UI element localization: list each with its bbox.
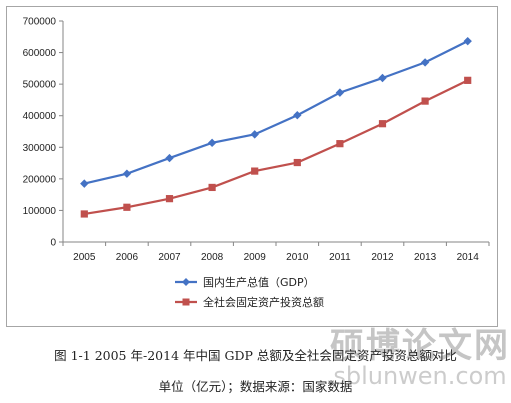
legend-label: 全社会固定资产投资总额 xyxy=(203,295,324,309)
x-tick-label: 2013 xyxy=(414,252,437,263)
y-tick-label: 0 xyxy=(50,238,56,249)
data-point xyxy=(207,138,217,148)
data-point xyxy=(80,179,89,188)
y-tick-label: 300000 xyxy=(23,143,57,154)
data-point xyxy=(293,111,302,120)
data-point xyxy=(378,73,387,83)
y-tick-label: 500000 xyxy=(23,80,57,91)
data-point xyxy=(336,140,344,148)
data-point xyxy=(165,195,174,203)
chart-frame: 0 100000 200000 300000 400000 500000 600000 700… xyxy=(6,6,498,327)
data-point xyxy=(420,58,430,67)
series-line xyxy=(84,40,469,185)
data-point xyxy=(251,167,259,175)
legend-marker xyxy=(182,278,190,286)
data-point xyxy=(80,210,88,218)
legend-label: 国内生产总值（GDP） xyxy=(203,275,315,289)
series-line xyxy=(84,79,469,216)
legend: 国内生产总值（GDP） 全社会固定资产投资总额 xyxy=(175,275,324,309)
series-lines xyxy=(80,36,472,218)
data-point xyxy=(250,130,259,139)
series-0 xyxy=(80,36,472,188)
x-tick-label: 2012 xyxy=(371,252,394,263)
legend-marker xyxy=(182,298,190,306)
legend-item: 国内生产总值（GDP） xyxy=(175,275,315,289)
data-point xyxy=(122,169,132,178)
x-tick-label: 2014 xyxy=(457,252,480,263)
data-point xyxy=(123,203,131,211)
series-1 xyxy=(80,76,472,218)
data-point xyxy=(421,97,429,105)
data-point xyxy=(293,158,301,167)
x-tick-label: 2007 xyxy=(158,252,181,263)
data-point xyxy=(165,153,174,163)
x-tick-label: 2008 xyxy=(201,252,224,263)
x-tick-label: 2011 xyxy=(329,252,351,263)
y-tick-label: 400000 xyxy=(23,111,57,122)
data-point xyxy=(464,76,472,84)
y-tick-label: 100000 xyxy=(23,206,57,217)
x-tick-label: 2009 xyxy=(244,252,267,263)
figure-source-note: 单位（亿元）；数据来源：国家数据 xyxy=(158,379,353,394)
y-tick-label: 700000 xyxy=(23,17,57,28)
x-tick-label: 2006 xyxy=(116,252,139,263)
x-tick-label: 2005 xyxy=(73,252,96,263)
data-point xyxy=(378,120,387,128)
figure-caption: 图 1-1 2005 年-2014 年中国 GDP 总额及全社会固定资产投资总额… xyxy=(54,348,457,363)
y-tick-label: 200000 xyxy=(23,174,57,185)
data-point xyxy=(335,88,345,97)
axes: 0 100000 200000 300000 400000 500000 600000 700… xyxy=(23,17,490,263)
y-tick-label: 600000 xyxy=(23,48,57,59)
data-point xyxy=(208,183,216,192)
x-tick-label: 2010 xyxy=(286,252,309,263)
data-point xyxy=(463,36,472,46)
legend-item: 全社会固定资产投资总额 xyxy=(175,295,324,309)
line-chart: 0 100000 200000 300000 400000 500000 600000 700… xyxy=(23,17,490,309)
